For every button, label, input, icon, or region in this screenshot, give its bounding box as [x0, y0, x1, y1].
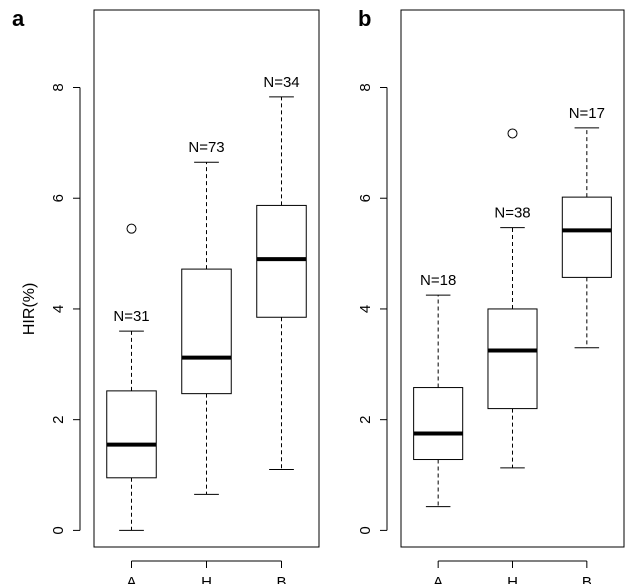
panel-label: b: [358, 6, 371, 31]
y-tick-label: 4: [357, 305, 374, 313]
y-tick-label: 4: [50, 305, 67, 313]
plot-frame: [400, 9, 625, 548]
box-iqr: [413, 387, 464, 461]
box-iqr: [561, 196, 612, 278]
sample-size-label: N=34: [263, 74, 299, 91]
x-tick-label: A: [126, 574, 136, 584]
y-axis-label: HIR(%): [21, 283, 38, 335]
y-tick-label: 8: [357, 83, 374, 91]
y-tick-label: 2: [357, 415, 374, 423]
box-iqr: [181, 268, 232, 395]
x-tick-label: B: [276, 574, 286, 584]
x-tick-label: H: [507, 574, 518, 584]
y-tick-label: 6: [357, 194, 374, 202]
sample-size-label: N=17: [569, 105, 605, 122]
x-tick-label: H: [201, 574, 212, 584]
sample-size-label: N=31: [113, 308, 149, 325]
y-tick-label: 2: [50, 415, 67, 423]
box-iqr: [106, 390, 157, 479]
y-tick-label: 0: [357, 526, 374, 534]
x-tick-label: A: [433, 574, 443, 584]
box-iqr: [256, 204, 307, 318]
outlier-point: [507, 128, 518, 139]
sample-size-label: N=73: [188, 139, 224, 156]
y-tick-label: 6: [50, 194, 67, 202]
y-tick-label: 8: [50, 83, 67, 91]
sample-size-label: N=38: [494, 205, 530, 222]
panel-label: a: [12, 6, 25, 31]
outlier-point: [126, 223, 137, 234]
box-iqr: [487, 308, 538, 410]
sample-size-label: N=18: [420, 272, 456, 289]
y-tick-label: 0: [50, 526, 67, 534]
x-tick-label: B: [582, 574, 592, 584]
plot-frame: [93, 9, 320, 548]
